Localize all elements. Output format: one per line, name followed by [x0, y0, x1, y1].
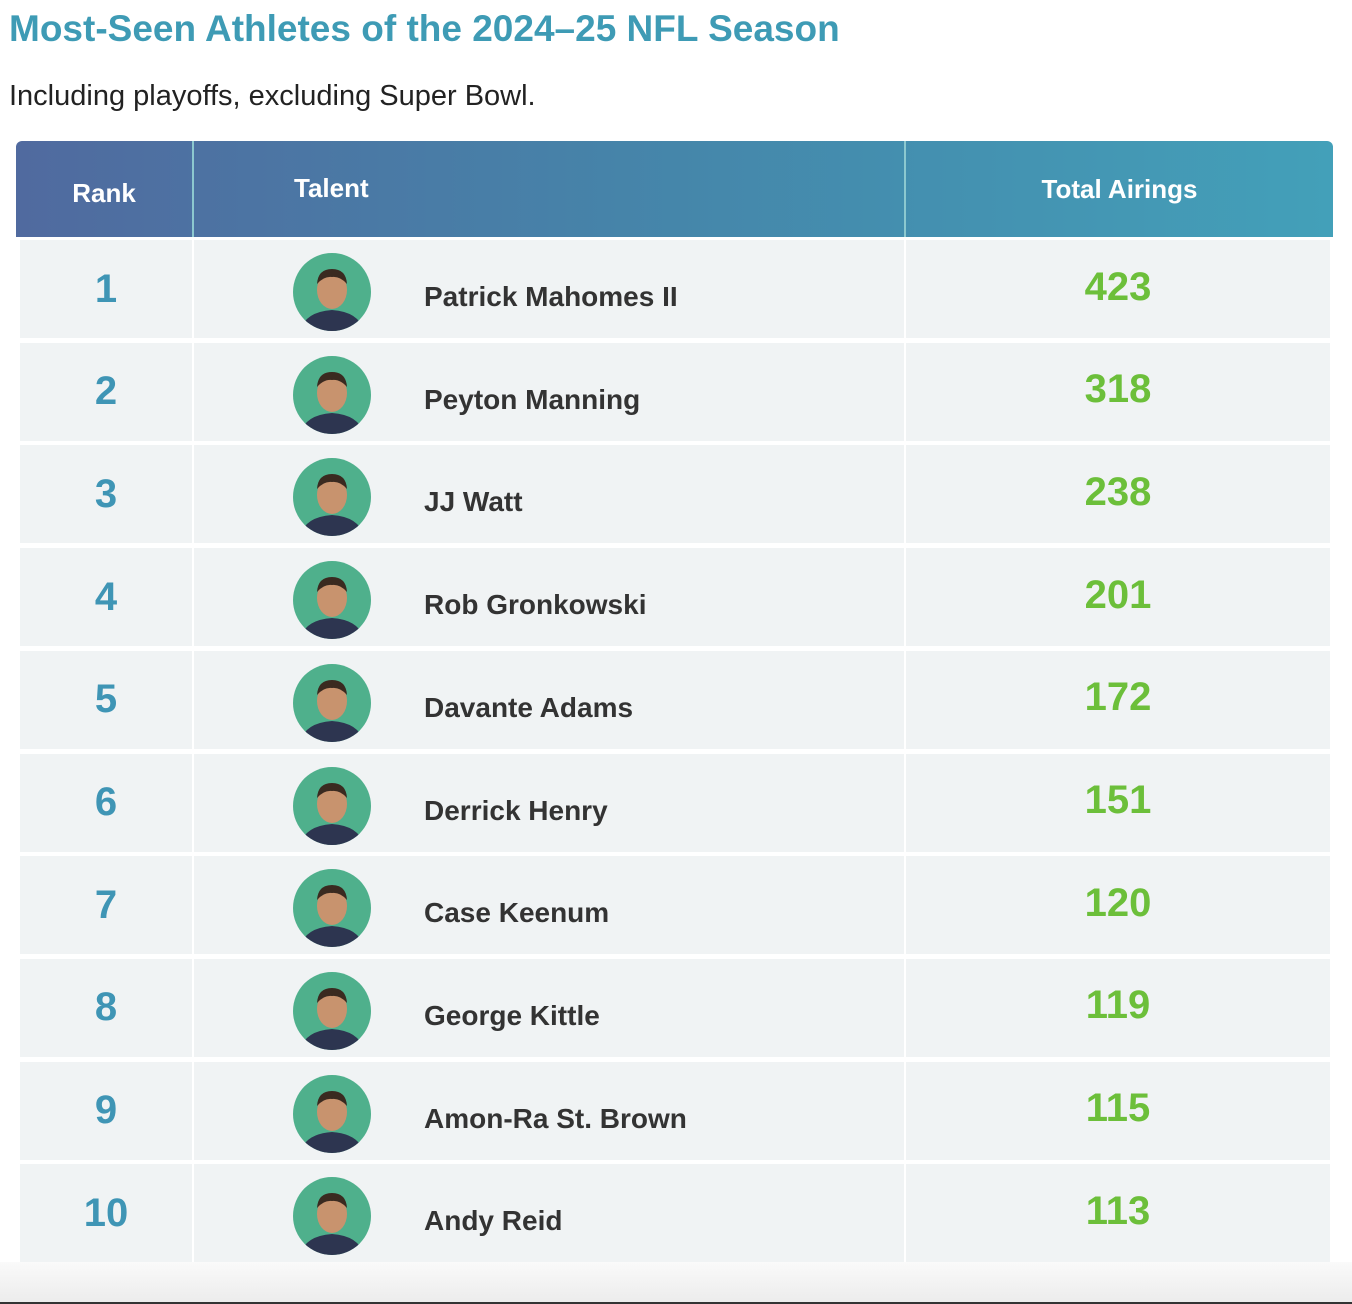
airings-cell: 238	[906, 445, 1330, 544]
airings-cell: 119	[906, 958, 1330, 1057]
talent-cell: Peyton Manning	[194, 342, 904, 442]
rank-cell: 2	[20, 342, 192, 441]
talent-cell: George Kittle	[194, 958, 904, 1058]
rank-cell: 9	[20, 1061, 192, 1160]
avatar	[293, 458, 371, 537]
ranking-table: Rank Talent Total Airings 1 Patrick Mahom…	[16, 141, 1333, 1263]
avatar-wrap	[292, 971, 372, 1058]
talent-cell: Amon-Ra St. Brown	[194, 1061, 904, 1161]
avatar	[293, 561, 371, 640]
airings-cell: 423	[906, 240, 1330, 338]
column-header: Talent	[294, 172, 369, 203]
airings-cell: 172	[906, 650, 1330, 749]
rank-cell: 3	[20, 445, 192, 544]
avatar-wrap	[292, 1074, 372, 1161]
avatar	[293, 766, 371, 845]
avatar-wrap	[292, 868, 372, 955]
avatar-wrap	[292, 355, 372, 442]
rank-cell: 7	[20, 856, 192, 955]
airings-cell: 318	[906, 342, 1330, 441]
talent-cell: Davante Adams	[194, 650, 904, 750]
talent-cell: Andy Reid	[194, 1164, 904, 1263]
column-header: Total Airings	[1041, 173, 1198, 204]
avatar-wrap	[292, 457, 372, 544]
airings-cell: 151	[906, 753, 1330, 852]
avatar-wrap	[292, 766, 372, 853]
rank-cell: 6	[20, 753, 192, 852]
avatar-wrap	[292, 663, 372, 750]
header-row	[16, 141, 1333, 237]
footer-line	[0, 1302, 1352, 1304]
column-separator	[904, 141, 906, 237]
talent-cell: Patrick Mahomes II	[194, 240, 904, 338]
avatar	[293, 971, 371, 1050]
avatar	[293, 355, 371, 434]
airings-cell: 201	[906, 548, 1330, 647]
airings-cell: 113	[906, 1164, 1330, 1263]
subtitle: Including playoffs, excluding Super Bowl…	[9, 80, 536, 112]
airings-cell: 115	[906, 1061, 1330, 1160]
rank-cell: 1	[20, 240, 192, 338]
talent-cell: Rob Gronkowski	[194, 548, 904, 647]
talent-cell: Derrick Henry	[194, 753, 904, 853]
avatar	[293, 253, 371, 331]
airings-cell: 120	[906, 856, 1330, 955]
title: Most-Seen Athletes of the 2024–25 NFL Se…	[9, 8, 840, 49]
rank-cell: 5	[20, 650, 192, 749]
footer-bar	[0, 1262, 1352, 1302]
talent-cell: JJ Watt	[194, 445, 904, 544]
rank-cell: 10	[20, 1164, 192, 1263]
avatar-wrap	[292, 252, 372, 339]
column-header: Rank	[72, 177, 136, 208]
talent-cell: Case Keenum	[194, 856, 904, 955]
avatar	[293, 1074, 371, 1153]
avatar-wrap	[292, 560, 372, 647]
column-separator	[192, 141, 194, 237]
avatar	[293, 663, 371, 742]
avatar	[293, 1177, 371, 1256]
avatar	[293, 869, 371, 948]
rank-cell: 8	[20, 958, 192, 1057]
rank-cell: 4	[20, 548, 192, 647]
avatar-wrap	[292, 1176, 372, 1263]
